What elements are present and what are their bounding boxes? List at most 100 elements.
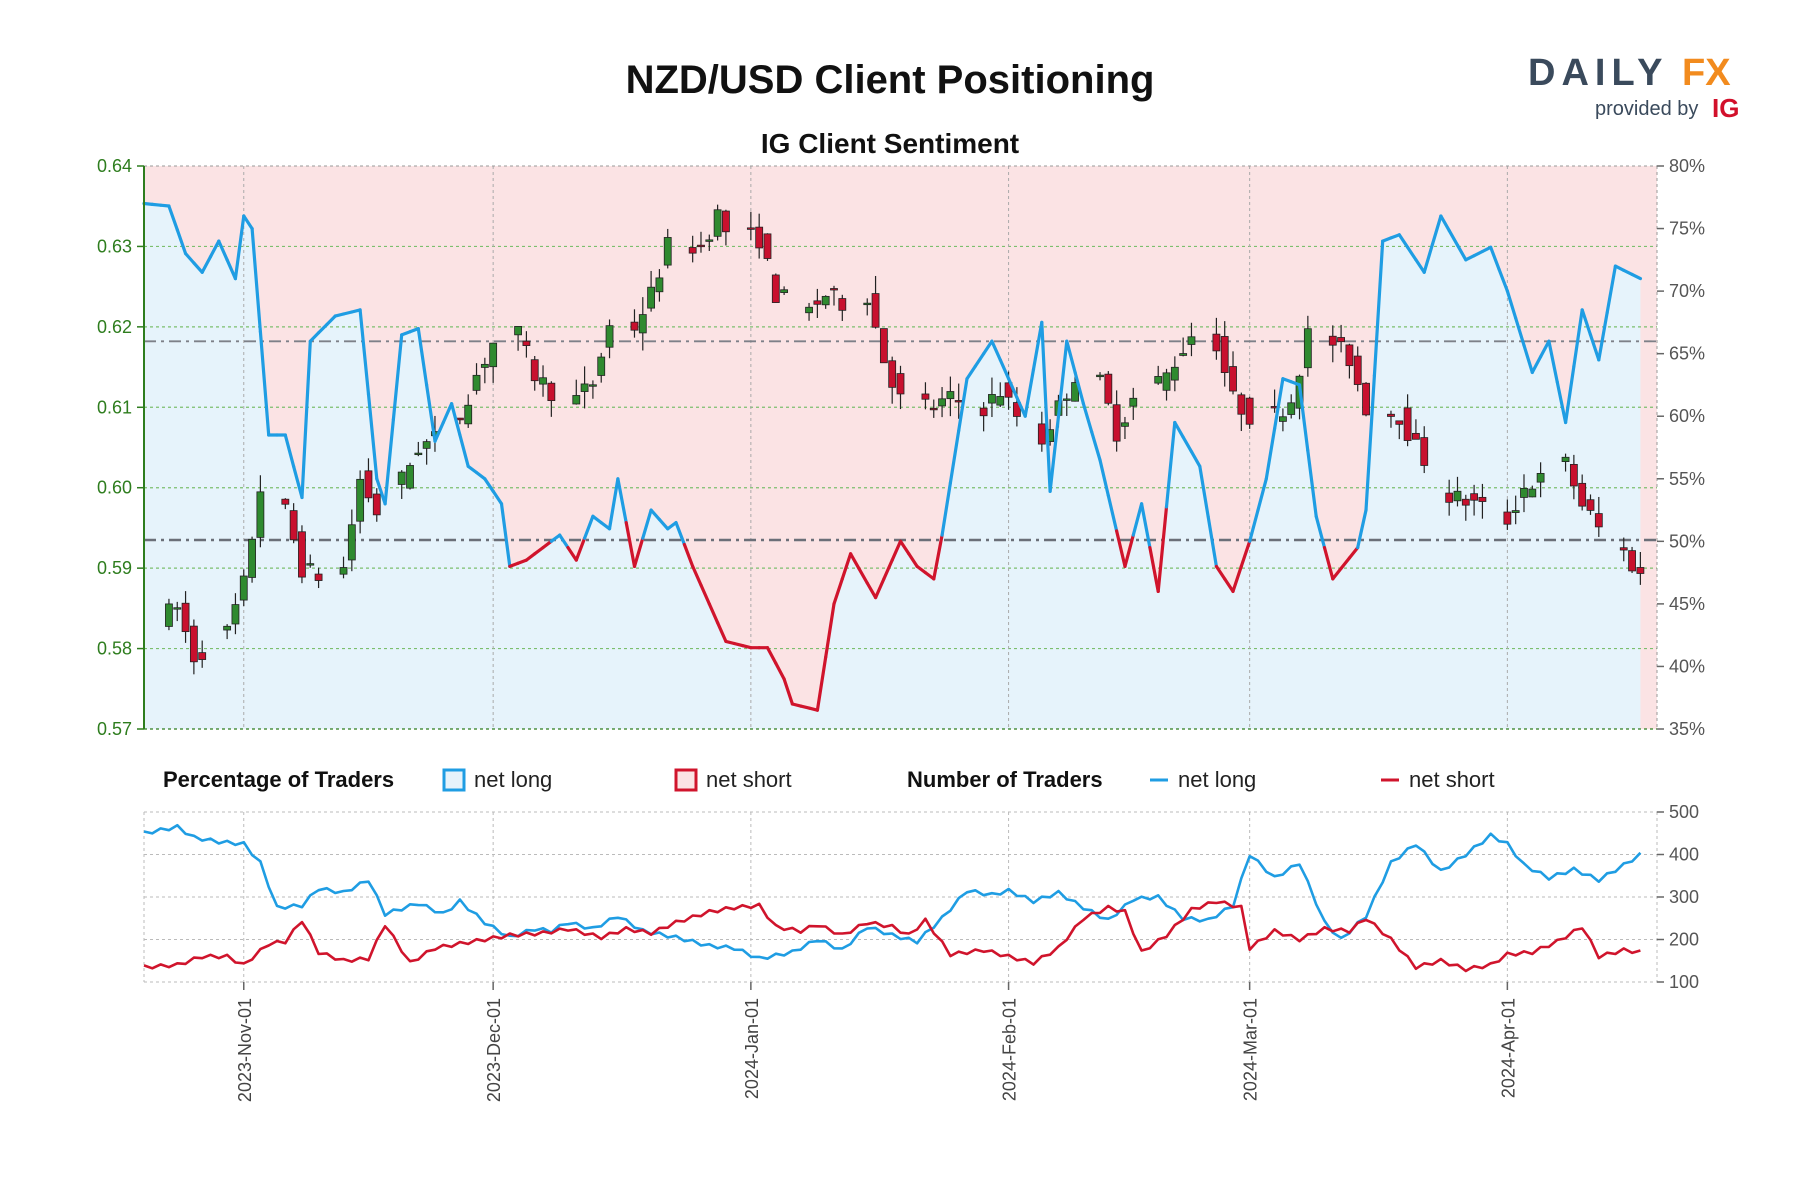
sentiment-segment: [533, 545, 545, 556]
price-candle: [1220, 321, 1229, 387]
sentiment-segment: [840, 552, 853, 581]
sentiment-segment: [1189, 450, 1202, 468]
price-candle: [1245, 396, 1254, 429]
legend-pct-net-short-label: net short: [706, 767, 792, 792]
sentiment-segment: [1139, 502, 1152, 550]
price-candle: [871, 275, 880, 329]
date-tick-label: 2024-Jan-01: [742, 998, 762, 1099]
sentiment-tick-label: 80%: [1669, 156, 1705, 176]
sentiment-segment: [308, 331, 321, 343]
sentiment-segment: [582, 514, 595, 540]
price-candle: [771, 273, 780, 303]
price-candle: [1461, 494, 1470, 521]
price-candle: [688, 235, 697, 263]
sentiment-segment: [1572, 308, 1584, 368]
sentiment-segment: [715, 621, 728, 644]
sentiment-segment: [1339, 556, 1352, 571]
sentiment-segment: [1405, 245, 1418, 262]
sentiment-segment: [1023, 367, 1036, 418]
sentiment-segment: [391, 333, 404, 421]
date-tick-label: 2024-Feb-01: [1000, 998, 1020, 1101]
sentiment-segment: [192, 261, 204, 274]
sentiment-segment: [649, 508, 662, 522]
price-candle: [1362, 382, 1370, 417]
sentiment-segment: [416, 327, 429, 387]
sentiment-segment: [1322, 545, 1335, 581]
price-tick-label: 0.60: [97, 478, 132, 498]
price-candle: [763, 233, 772, 261]
price-candle: [1229, 351, 1237, 395]
sentiment-tick-label: 70%: [1669, 281, 1705, 301]
price-candle: [813, 288, 822, 318]
price-candle: [289, 503, 298, 544]
price-candle: [489, 342, 498, 383]
price-candle: [1561, 453, 1570, 472]
legend-num-net-long-label: net long: [1178, 767, 1256, 792]
sentiment-segment: [682, 542, 695, 569]
legend-pct-net-long-label: net long: [474, 767, 552, 792]
sentiment-segment: [965, 364, 977, 381]
bottom-axes: 100 200 300 400 500: [1657, 802, 1699, 992]
logo-fx-text: FX: [1682, 52, 1731, 94]
price-candle: [946, 376, 955, 417]
sentiment-segment: [1106, 493, 1119, 533]
price-candle: [1303, 315, 1312, 377]
price-candle: [1628, 546, 1636, 574]
sentiment-segment: [491, 489, 504, 506]
sentiment-tick-label: 35%: [1669, 719, 1705, 739]
sentiment-segment: [558, 533, 570, 550]
sentiment-segment: [1148, 545, 1160, 594]
legend-number-title: Number of Traders: [907, 767, 1103, 792]
sentiment-segment: [283, 433, 296, 468]
sentiment-segment: [1081, 402, 1094, 434]
price-candle: [663, 228, 672, 269]
price-candle: [422, 439, 431, 465]
price-candle: [514, 326, 522, 351]
price-candle: [356, 470, 365, 534]
price-candle: [1395, 420, 1404, 440]
price-candle: [1104, 371, 1113, 406]
price-candle: [979, 402, 988, 432]
price-candle: [589, 380, 597, 399]
sentiment-segment: [1497, 267, 1510, 293]
sentiment-segment: [774, 661, 786, 681]
price-candle: [638, 297, 647, 351]
sentiment-segment: [990, 339, 1002, 362]
price-candle: [821, 295, 830, 309]
sentiment-segment: [998, 358, 1011, 381]
price-candle: [339, 556, 348, 579]
count-tick-label: 500: [1669, 802, 1699, 822]
sentiment-segment: [1314, 514, 1327, 550]
price-candle: [1170, 356, 1179, 392]
price-candle: [397, 470, 406, 499]
sentiment-segment: [1114, 529, 1127, 569]
price-candle: [231, 593, 240, 635]
price-candle: [1162, 368, 1171, 401]
price-candle: [921, 382, 930, 410]
count-tick-label: 100: [1669, 972, 1699, 992]
price-candle: [1121, 416, 1129, 440]
sentiment-segment: [483, 477, 495, 493]
sentiment-segment: [1031, 320, 1044, 371]
sentiment-segment: [1048, 414, 1061, 493]
sentiment-segment: [200, 255, 213, 274]
price-candle: [223, 624, 232, 640]
sentiment-segment: [782, 677, 795, 706]
price-sentiment-panel: 0.57 0.58 0.59 0.60 0.61 0.62 0.63 0.64 35% 40% 45…: [97, 156, 1705, 739]
sentiment-tick-label: 45%: [1669, 594, 1705, 614]
sentiment-segment: [699, 583, 711, 606]
price-candle: [306, 554, 315, 568]
net-long-area: [144, 203, 1641, 729]
price-candle: [1511, 495, 1520, 525]
sentiment-segment: [857, 566, 869, 585]
price-candle: [189, 619, 198, 675]
sentiment-segment: [1597, 311, 1609, 362]
sentiment-segment: [940, 481, 953, 537]
price-candle: [1445, 479, 1454, 516]
sentiment-segment: [450, 402, 462, 437]
sentiment-segment: [433, 420, 445, 443]
sentiment-segment: [258, 330, 271, 437]
price-candle: [1353, 346, 1362, 392]
sentiment-segment: [1264, 427, 1277, 481]
sentiment-segment: [882, 558, 894, 581]
